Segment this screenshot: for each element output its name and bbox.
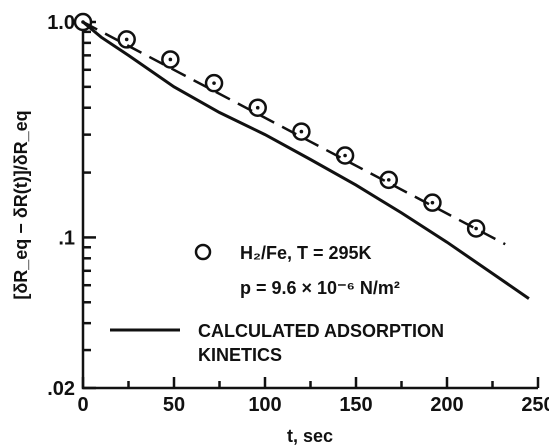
- data-point: [248, 98, 267, 117]
- x-tick-label: 200: [430, 394, 463, 416]
- data-point: [117, 30, 136, 49]
- axis-ticks: [81, 20, 540, 390]
- data-point-dot: [168, 57, 173, 62]
- legend-series-1-line-1: H₂/Fe, T = 295K: [240, 243, 372, 263]
- y-tick-label: .02: [47, 378, 75, 400]
- x-tick-label: 250: [521, 394, 549, 416]
- data-point: [335, 146, 355, 165]
- data-point-dot: [430, 200, 435, 205]
- fit-dashed-line: [82, 20, 506, 246]
- legend-series-3-line-2: KINETICS: [198, 345, 282, 365]
- data-point-dot: [386, 178, 391, 182]
- data-point-dot: [343, 153, 347, 158]
- data-point-dot: [255, 105, 260, 110]
- data-point-dot: [299, 129, 304, 134]
- data-point: [466, 219, 486, 238]
- x-tick-label: 50: [163, 394, 185, 416]
- data-point: [161, 50, 180, 69]
- calculated-kinetics-line: [82, 20, 530, 300]
- data-point: [292, 122, 311, 141]
- x-tick-label: 0: [77, 394, 88, 416]
- data-point-dot: [474, 226, 478, 231]
- data-point-dot: [212, 81, 216, 85]
- x-axis-title: t, sec: [287, 426, 333, 446]
- y-tick-label: .1: [58, 227, 75, 249]
- x-tick-label: 100: [248, 394, 281, 416]
- legend: H₂/Fe, T = 295K p = 9.6 × 10⁻⁶ N/m² CALC…: [110, 243, 444, 365]
- series-layer: [73, 12, 530, 300]
- data-point: [204, 73, 224, 93]
- legend-marker-open-circle: [194, 243, 212, 261]
- legend-series-1-line-2: p = 9.6 × 10⁻⁶ N/m²: [240, 278, 400, 298]
- y-tick-label: 1.0: [47, 12, 75, 34]
- legend-series-3-line-1: CALCULATED ADSORPTION: [198, 321, 444, 341]
- data-point-dot: [124, 37, 129, 42]
- y-axis-title: [δR_eq − δR(t)]/δR_eq: [11, 110, 31, 299]
- axis-tick-labels: 0 50 100 150 200 250 .02 .1 1.0: [47, 12, 549, 416]
- x-tick-label: 150: [339, 394, 372, 416]
